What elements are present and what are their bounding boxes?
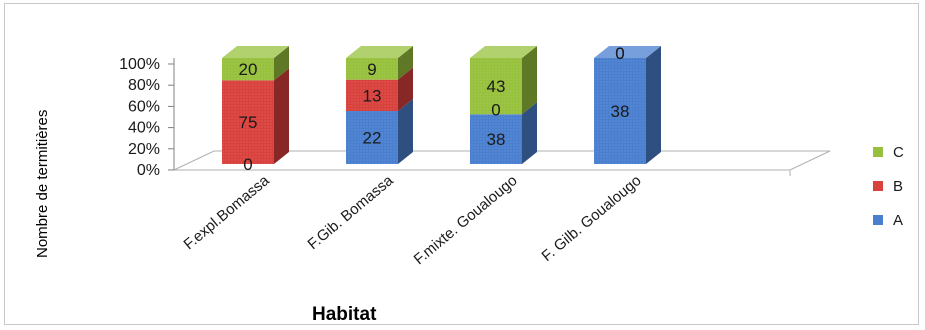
data-label: 38 <box>611 102 630 121</box>
bar-segment-texture <box>222 80 274 164</box>
bar-top-face <box>594 46 661 58</box>
data-label: 75 <box>239 113 258 132</box>
y-axis: 0% 20% 40% 60% 80% 100% <box>119 56 175 179</box>
bar-segment-side <box>274 68 289 164</box>
y-tick-label: 60% <box>128 98 160 115</box>
data-label: 13 <box>363 86 382 105</box>
y-tick-label: 100% <box>119 56 160 73</box>
bars-layer <box>222 46 661 164</box>
bar-segment-side <box>398 46 413 80</box>
legend-swatch <box>873 215 883 225</box>
bar-top-face <box>222 46 289 58</box>
x-category-label: F. Gilb. Goualougo <box>538 172 644 265</box>
data-label: 0 <box>243 155 252 174</box>
x-category-label: F.mixte. Goualougo <box>411 172 521 268</box>
y-tick-label: 80% <box>128 77 160 94</box>
bar-group <box>594 46 661 164</box>
bar-top-face <box>470 46 537 58</box>
y-axis-title: Nombre de termitières <box>34 110 51 258</box>
bar-segment-side <box>398 67 413 111</box>
data-label: 38 <box>487 130 506 149</box>
bar-segment-texture <box>222 58 274 81</box>
legend-swatch <box>873 147 883 157</box>
data-label: 0 <box>615 44 624 63</box>
y-tick-label: 40% <box>128 120 160 137</box>
legend-label: C <box>893 144 904 161</box>
bar-segment-side <box>274 46 289 81</box>
bar-group <box>470 46 537 164</box>
legend-label: B <box>893 178 903 195</box>
data-label: 0 <box>491 100 500 119</box>
legend: CBA <box>873 144 904 229</box>
bar-segment-texture <box>594 58 646 164</box>
data-label: 43 <box>487 77 506 96</box>
bar-top-face <box>346 46 413 58</box>
legend-swatch <box>873 181 883 191</box>
bar-segment-side <box>646 46 661 164</box>
data-label: 22 <box>363 129 382 148</box>
bar-segment-side <box>398 99 413 164</box>
data-label: 0 <box>615 44 624 63</box>
bar-group <box>346 46 413 164</box>
bar-segment-side <box>522 46 537 115</box>
data-label: 9 <box>367 60 376 79</box>
bar-segment-texture <box>470 58 522 115</box>
bar-segment-texture <box>346 58 398 80</box>
bar-segment-texture <box>346 79 398 111</box>
legend-label: A <box>893 212 903 229</box>
bar-group <box>222 46 289 164</box>
bar-segment-texture <box>346 111 398 164</box>
x-axis-title: Habitat <box>312 304 377 325</box>
x-category-label: F.Gib. Bomassa <box>305 172 398 253</box>
x-category-label: F.expl.Bomassa <box>181 172 274 254</box>
bar-segment-texture <box>470 114 522 164</box>
data-label: 20 <box>239 60 258 79</box>
y-tick-label: 20% <box>128 141 160 158</box>
y-tick-label: 0% <box>137 162 160 179</box>
bar-segment-side <box>522 102 537 164</box>
x-axis-categories: F.expl.Bomassa F.Gib. Bomassa F.mixte. Gou… <box>181 172 645 269</box>
